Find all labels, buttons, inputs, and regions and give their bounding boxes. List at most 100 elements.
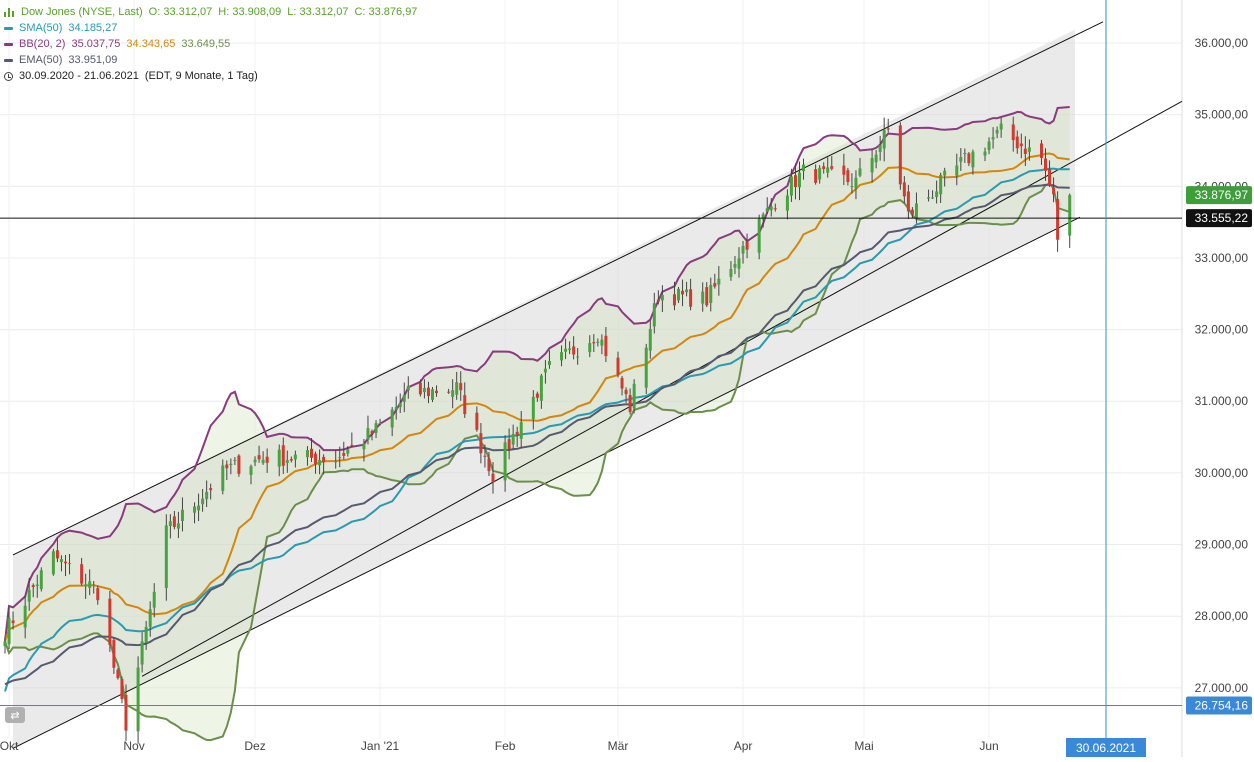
legend-close: C: 33.876,97 (354, 6, 418, 18)
candle-body (745, 241, 749, 250)
candle-body (1048, 168, 1052, 186)
candle-body (652, 303, 656, 327)
candle-body (931, 197, 935, 199)
candle-body (943, 170, 947, 176)
candle-body (854, 177, 858, 189)
candle-body (818, 167, 822, 180)
candle-body (398, 402, 402, 408)
candle-body (596, 341, 600, 343)
candle-body (197, 505, 201, 511)
candle-body (201, 498, 205, 505)
legend-bb-mid: 34.343,65 (126, 38, 176, 50)
regression-channel-fill (13, 29, 1075, 749)
bb-middle-line (4, 152, 1070, 642)
candle-body (112, 639, 116, 668)
candle-body (858, 168, 862, 176)
candle-body (910, 209, 914, 215)
candle-body (842, 165, 846, 175)
legend-sma-label: SMA(50) (19, 22, 63, 34)
candle-body (648, 328, 652, 351)
candle-body (882, 129, 886, 149)
candle-body (209, 488, 213, 491)
candle-body (140, 641, 144, 665)
candle-body (713, 283, 717, 287)
candle-body (338, 457, 342, 459)
candle-body (487, 458, 491, 472)
legend-open: O: 33.312,07 (148, 6, 213, 18)
legend-ema-label: EMA(50) (19, 54, 63, 66)
candle-body (927, 197, 931, 199)
candle-body (63, 561, 67, 564)
candle-body (346, 449, 350, 454)
y-tick-label: 31.000,00 (1195, 394, 1249, 408)
legend-symbol: Dow Jones (NYSE, Last) (21, 6, 143, 18)
candle-body (108, 598, 112, 645)
candle-body (568, 348, 572, 350)
candle-body (172, 516, 176, 527)
candle-body (451, 390, 455, 397)
last-price-label: 33.876,97 (1195, 188, 1249, 202)
candle-body (23, 605, 27, 628)
candle-body (136, 667, 140, 732)
x-tick-label: Okt (0, 739, 19, 753)
legend-period-note: (EDT, 9 Monate, 1 Tag) (144, 70, 258, 82)
candle-body (560, 352, 564, 361)
candle-body (237, 455, 241, 474)
candle-body (543, 368, 547, 373)
candle-body (987, 141, 991, 150)
candle-body (588, 343, 592, 353)
legend-period: 30.09.2020 - 21.06.2021 (19, 70, 139, 82)
candle-body (1015, 136, 1019, 149)
candle-body (253, 459, 257, 463)
candle-body (96, 588, 100, 601)
legend-sma-row[interactable]: SMA(50) 34.185,27 (4, 20, 423, 36)
candle-body (1039, 143, 1043, 158)
candle-body (249, 466, 253, 475)
candle-body (406, 385, 410, 391)
candle-body (277, 449, 281, 467)
legend-bb-row[interactable]: BB(20, 2) 35.037,75 34.343,65 33.649,55 (4, 36, 423, 52)
candle-body (59, 559, 63, 563)
crosshair-price-label-bg (1186, 696, 1252, 715)
candle-body (479, 433, 483, 454)
y-tick-label: 29.000,00 (1195, 538, 1249, 552)
candle-body (846, 170, 850, 182)
candle-body (475, 412, 479, 430)
candle-body (717, 278, 721, 285)
candle-body (802, 164, 806, 172)
candle-body (164, 525, 168, 588)
candle-body (152, 591, 156, 608)
crosshair-date-label: 30.06.2021 (1076, 741, 1136, 755)
ema50-line (4, 183, 1070, 686)
candle-body (124, 694, 128, 731)
candle-body (814, 169, 818, 183)
candle-body (685, 289, 689, 293)
y-tick-label: 28.000,00 (1195, 609, 1249, 623)
candle-body (1044, 158, 1048, 171)
legend-low: L: 33.312,07 (287, 6, 349, 18)
candle-body (314, 453, 318, 465)
x-tick-label: Apr (734, 739, 753, 753)
candle-body (906, 191, 910, 212)
y-tick-label: 33.000,00 (1195, 251, 1249, 265)
x-tick-label: Jun (979, 739, 998, 753)
legend-sma-value: 34.185,27 (68, 22, 118, 34)
candle-body (991, 137, 995, 140)
candle-body (793, 175, 797, 188)
candle-body (632, 383, 636, 409)
crosshair-price-label: 26.754,16 (1195, 698, 1249, 712)
bb-swatch (4, 42, 13, 46)
legend-ema-row[interactable]: EMA(50) 33.951,09 (4, 52, 423, 68)
scroll-left-handle[interactable]: ⇄ (5, 707, 25, 723)
candle-body (334, 461, 338, 463)
candle-body (1068, 195, 1072, 236)
candle-body (503, 442, 507, 481)
candle-body (455, 382, 459, 395)
x-tick-label: Feb (495, 739, 516, 753)
candle-body (31, 585, 35, 588)
candle-body (88, 581, 92, 588)
candle-body (374, 423, 378, 433)
bollinger-band-fill (5, 107, 1070, 741)
